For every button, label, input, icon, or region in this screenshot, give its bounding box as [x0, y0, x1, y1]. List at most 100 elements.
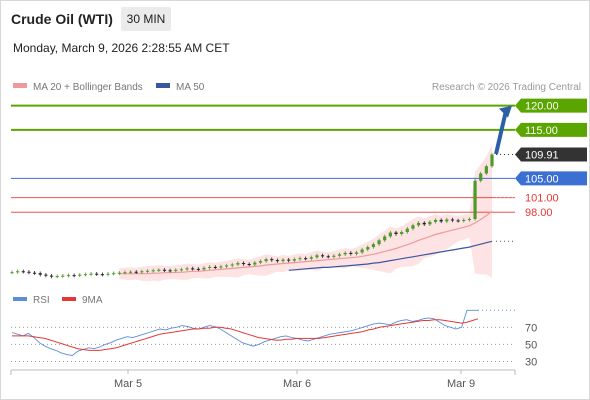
- x-axis: Mar 5 Mar 6 Mar 9: [10, 369, 516, 390]
- candle-body: [117, 272, 121, 274]
- candle-body: [304, 258, 308, 260]
- candle-body: [411, 225, 415, 229]
- candle-body: [433, 219, 438, 222]
- candle-body: [213, 266, 217, 268]
- rsi-ma-line: [12, 318, 479, 351]
- ma20-legend-label: MA 20 + Bollinger Bands: [33, 82, 143, 93]
- candle-body: [89, 273, 93, 275]
- candle-body: [298, 258, 302, 260]
- candle-body: [202, 267, 206, 270]
- candle-body: [151, 270, 155, 272]
- candle-body: [219, 266, 223, 268]
- candle-body: [49, 275, 54, 277]
- candle-body: [112, 273, 116, 275]
- candle-body: [281, 259, 285, 262]
- candle-body: [371, 244, 376, 248]
- level-label-98.00: 98.00: [525, 207, 553, 219]
- candle-body: [377, 240, 381, 245]
- candle-body: [445, 219, 449, 222]
- copyright-label: Research © 2026 Trading Central: [432, 82, 581, 93]
- candle-body: [343, 252, 347, 255]
- candle-body: [66, 275, 71, 277]
- candle-body: [140, 271, 144, 273]
- candle-body: [21, 271, 25, 273]
- candle-body: [174, 269, 178, 271]
- candle-body: [208, 266, 212, 268]
- bollinger-band-fill: [119, 144, 492, 282]
- candle-body: [61, 275, 65, 277]
- candle-body: [106, 273, 110, 275]
- candle-body: [100, 274, 104, 276]
- candle-body: [400, 232, 404, 234]
- rsi-legend-label: RSI: [33, 295, 50, 306]
- candle-body: [72, 275, 76, 277]
- candle-body: [292, 259, 296, 261]
- last-price-label: 109.91: [525, 150, 559, 162]
- candle-body: [484, 166, 488, 174]
- candle-body: [157, 269, 161, 271]
- candle-body: [467, 218, 472, 220]
- rsi-ma-legend-label: 9MA: [82, 295, 103, 306]
- candle-body: [95, 273, 99, 275]
- candle-body: [326, 256, 330, 258]
- rsi-plot-area: 70 50 30: [11, 309, 537, 368]
- candle-body: [320, 255, 325, 257]
- candle-body: [128, 271, 133, 273]
- candle-body: [55, 276, 59, 278]
- candle-body: [191, 268, 195, 270]
- candle-body: [309, 257, 313, 259]
- level-tag-120.00: [515, 98, 587, 113]
- candle-body: [83, 274, 88, 276]
- candle-body: [16, 271, 20, 273]
- candle-body: [247, 264, 251, 266]
- candle-body: [416, 222, 421, 226]
- x-tick-label-Mar 5: Mar 5: [114, 378, 142, 390]
- price-plot-area: 120.00 115.00 105.00 101.00 98.00 109.91: [10, 98, 587, 282]
- candle-body: [462, 219, 466, 221]
- level-label-105.00: 105.00: [525, 173, 559, 185]
- candle-body: [78, 274, 82, 276]
- x-tick-label-Mar 9: Mar 9: [447, 378, 475, 390]
- candle-body: [479, 173, 483, 181]
- candle-body: [287, 259, 291, 261]
- rsi-ma-legend-swatch: [62, 297, 76, 301]
- last-price-tag: [515, 147, 587, 162]
- ma20-legend-swatch: [13, 83, 27, 88]
- rsi-tick-50: 50: [525, 339, 537, 351]
- forecast-arrow-shaft: [494, 110, 508, 155]
- ma50-legend-label: MA 50: [176, 82, 205, 93]
- rsi-legend: RSI 9MA: [13, 295, 103, 306]
- candle-body: [134, 271, 138, 273]
- candle-body: [236, 263, 240, 265]
- candle-body: [388, 232, 392, 237]
- candle-body: [428, 221, 432, 225]
- candle-body: [44, 274, 48, 276]
- candle-body: [179, 269, 184, 271]
- candle-body: [439, 219, 443, 222]
- candle-body: [394, 232, 398, 234]
- candle-body: [450, 219, 455, 221]
- candle-body: [337, 254, 342, 256]
- level-label-120.00: 120.00: [525, 101, 559, 113]
- candle-body: [405, 228, 409, 233]
- candle-body: [168, 270, 172, 272]
- instrument-title: Crude Oil (WTI): [11, 11, 113, 27]
- candle-body: [275, 260, 280, 262]
- level-tag-105.00: [515, 171, 587, 186]
- x-tick-label-Mar 6: Mar 6: [283, 378, 311, 390]
- candle-body: [10, 272, 14, 274]
- candle-body: [456, 220, 460, 222]
- candle-body: [123, 272, 127, 274]
- candle-body: [27, 271, 31, 273]
- candle-body: [258, 261, 263, 263]
- chart-datetime: Monday, March 9, 2026 2:28:55 AM CET: [13, 41, 230, 55]
- interval-button[interactable]: 30 MIN: [121, 7, 171, 31]
- ma20-line: [119, 210, 493, 275]
- price-legend: MA 20 + Bollinger Bands MA 50 Research ©…: [13, 82, 581, 93]
- candle-body: [383, 236, 387, 241]
- candle-body: [473, 180, 477, 219]
- candle-body: [162, 269, 167, 271]
- candle-body: [349, 252, 353, 254]
- candle-body: [145, 270, 150, 272]
